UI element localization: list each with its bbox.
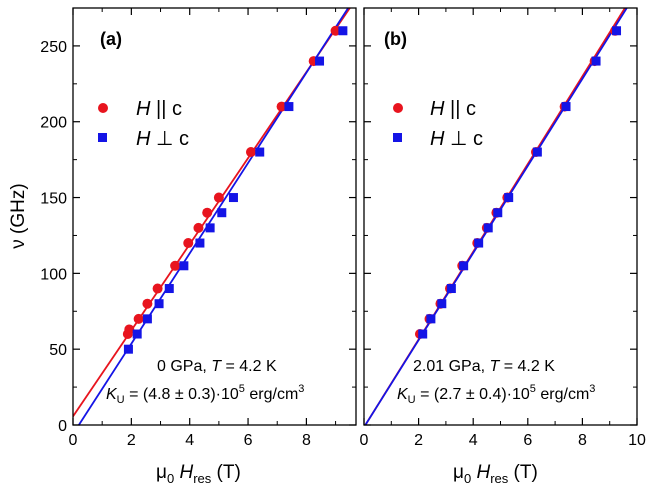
panel-b-legend: H || c H ⊥ c [393, 98, 483, 150]
panel-a-frame [72, 7, 357, 426]
panel-a-anisotropy: KU = (4.8 ± 0.3)·105 erg/cm3 [106, 383, 304, 406]
data-point-perp [154, 299, 164, 309]
data-point-parallel [170, 260, 181, 271]
y-tick-label: 100 [40, 266, 67, 283]
data-point-parallel [183, 238, 194, 249]
panel-a-y-title: ν (GHz) [8, 183, 29, 248]
data-point-perp [205, 223, 215, 233]
legend-perp-label: H ⊥ c [136, 128, 189, 150]
data-point-perp [164, 284, 174, 294]
x-tick-label: 4 [185, 432, 194, 449]
data-point-perp [474, 238, 484, 248]
data-point-perp [142, 314, 152, 324]
data-point-parallel [330, 25, 341, 36]
data-point-perp [459, 261, 469, 271]
data-point-perp [123, 344, 133, 354]
data-point-perp [132, 329, 142, 339]
x-tick-label: 2 [414, 432, 423, 449]
panel-b-anisotropy: KU = (2.7 ± 0.4)·105 erg/cm3 [397, 383, 595, 406]
y-tick-label: 0 [58, 418, 67, 435]
x-tick-label: 8 [302, 432, 311, 449]
data-point-perp [195, 238, 205, 248]
data-point-parallel [276, 101, 287, 112]
x-tick-label: 8 [578, 432, 587, 449]
panel-a-label: (a) [100, 29, 122, 49]
data-point-perp [591, 56, 601, 66]
data-point-perp [228, 193, 238, 203]
panel-b: 0 2 4 6 8 10 (b) H || c H ⊥ c 2.01 GPa, T = 4… [360, 7, 646, 485]
x-tick-label: 10 [628, 432, 646, 449]
data-point-perp [532, 147, 542, 157]
panel-a-condition: 0 GPa, T = 4.2 K [157, 358, 277, 375]
x-tick-label: 2 [127, 432, 136, 449]
data-point-perp [284, 102, 294, 112]
legend-perp-marker [98, 133, 107, 142]
panel-b-x-title: μ0 Hres (T) [453, 462, 538, 485]
x-tick-label: 6 [523, 432, 532, 449]
data-point-perp [217, 208, 227, 218]
x-tick-label: 6 [244, 432, 253, 449]
data-point-parallel [124, 324, 135, 335]
data-point-perp [179, 261, 189, 271]
data-point-parallel [202, 207, 213, 218]
data-point-perp [426, 314, 436, 324]
legend-parallel-label: H || c [136, 98, 182, 120]
data-point-perp [446, 284, 456, 294]
data-point-perp [437, 299, 447, 309]
data-point-parallel [193, 222, 204, 233]
data-point-perp [418, 329, 428, 339]
data-point-parallel [245, 147, 256, 158]
data-point-perp [493, 208, 503, 218]
panel-b-condition: 2.01 GPa, T = 4.2 K [413, 358, 555, 375]
x-tick-label: 0 [69, 432, 78, 449]
panel-a: 0 2 4 6 8 0 50 100 150 200 250 (a) H || c H ⊥ c 0 … [8, 7, 357, 485]
y-tick-label: 150 [40, 191, 67, 208]
panel-a-legend: H || c H ⊥ c [98, 98, 189, 150]
x-tick-label: 0 [360, 432, 369, 449]
y-tick-label: 200 [40, 115, 67, 132]
y-tick-label: 50 [49, 342, 67, 359]
y-tick-label: 250 [40, 39, 67, 56]
data-point-parallel [213, 192, 224, 203]
data-point-perp [612, 26, 622, 36]
data-point-parallel [152, 283, 163, 294]
data-point-perp [315, 56, 325, 66]
legend-perp-label: H ⊥ c [430, 128, 483, 150]
data-point-perp [504, 193, 514, 203]
panel-a-x-title: μ0 Hres (T) [156, 462, 241, 485]
data-point-perp [561, 102, 571, 112]
data-point-perp [338, 26, 348, 36]
legend-parallel-marker [98, 103, 108, 113]
data-point-perp [483, 223, 493, 233]
data-point-parallel [142, 298, 153, 309]
legend-parallel-marker [393, 103, 403, 113]
data-point-perp [255, 147, 265, 157]
legend-parallel-label: H || c [430, 98, 476, 120]
data-point-parallel [133, 313, 144, 324]
x-tick-label: 4 [469, 432, 478, 449]
panel-b-label: (b) [384, 29, 407, 49]
legend-perp-marker [393, 133, 402, 142]
